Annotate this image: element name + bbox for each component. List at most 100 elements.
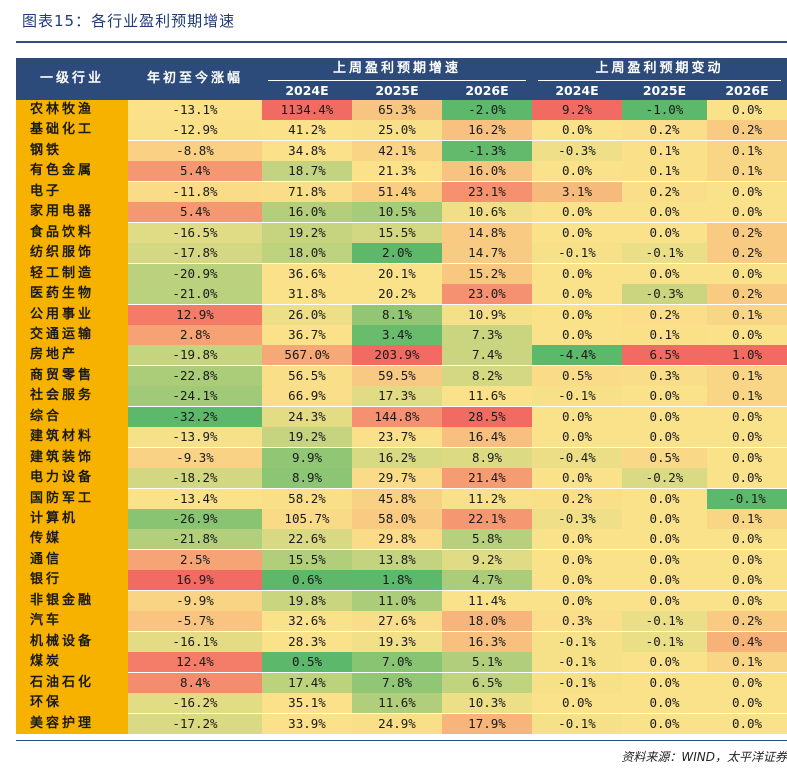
cell-industry: 通信 bbox=[30, 551, 63, 567]
table-row: 计算机 -26.9% 105.7% 58.0% 22.1% -0.3% 0.0% 0.1% bbox=[16, 509, 787, 529]
cell-industry: 石油石化 bbox=[30, 674, 95, 690]
cell-change-2024: -0.3% bbox=[532, 509, 622, 529]
header-growth-2024: 2024E bbox=[285, 83, 329, 98]
cell-ytd: -5.7% bbox=[128, 611, 262, 632]
table-row: 机械设备 -16.1% 28.3% 19.3% 16.3% -0.1% -0.1% 0.4% bbox=[16, 631, 787, 652]
cell-growth-2025: 20.1% bbox=[352, 263, 442, 284]
cell-change-2025: 0.3% bbox=[622, 365, 707, 386]
cell-industry: 有色金属 bbox=[30, 163, 95, 179]
cell-change-2024: 0.0% bbox=[532, 120, 622, 141]
cell-change-2026: 0.1% bbox=[707, 509, 787, 529]
cell-change-2024: 0.2% bbox=[532, 488, 622, 509]
table-row: 社会服务 -24.1% 66.9% 17.3% 11.6% -0.1% 0.0% 0.1% bbox=[16, 386, 787, 407]
cell-change-2026: 0.0% bbox=[707, 672, 787, 693]
cell-change-2026: 0.4% bbox=[707, 631, 787, 652]
cell-change-2024: 3.1% bbox=[532, 181, 622, 202]
table-row: 煤炭 12.4% 0.5% 7.0% 5.1% -0.1% 0.0% 0.1% bbox=[16, 652, 787, 673]
table-row: 汽车 -5.7% 32.6% 27.6% 18.0% 0.3% -0.1% 0.2% bbox=[16, 611, 787, 632]
cell-ytd: -18.2% bbox=[128, 468, 262, 489]
cell-change-2024: 0.5% bbox=[532, 365, 622, 386]
table-row: 农林牧渔 -13.1% 1134.4% 65.3% -2.0% 9.2% -1.0% 0.0% bbox=[16, 100, 787, 120]
cell-growth-2026: 14.7% bbox=[442, 243, 532, 264]
cell-change-2024: -0.4% bbox=[532, 447, 622, 468]
cell-change-2025: -0.1% bbox=[622, 631, 707, 652]
cell-industry: 基础化工 bbox=[30, 122, 95, 138]
cell-growth-2024: 105.7% bbox=[262, 509, 352, 529]
cell-growth-2026: -2.0% bbox=[442, 100, 532, 120]
table-row: 电力设备 -18.2% 8.9% 29.7% 21.4% 0.0% -0.2% 0.0% bbox=[16, 468, 787, 489]
cell-growth-2024: 19.2% bbox=[262, 222, 352, 243]
cell-change-2024: 0.0% bbox=[532, 693, 622, 714]
cell-growth-2025: 29.8% bbox=[352, 529, 442, 550]
cell-growth-2026: 23.0% bbox=[442, 284, 532, 305]
cell-change-2026: 0.1% bbox=[707, 386, 787, 407]
cell-growth-2026: 14.8% bbox=[442, 222, 532, 243]
cell-growth-2024: 18.0% bbox=[262, 243, 352, 264]
cell-change-2025: 0.0% bbox=[622, 386, 707, 407]
cell-growth-2026: 10.9% bbox=[442, 304, 532, 325]
header-ytd: 年初至今涨幅 bbox=[146, 71, 243, 86]
cell-growth-2026: 16.2% bbox=[442, 120, 532, 141]
cell-ytd: -16.1% bbox=[128, 631, 262, 652]
cell-change-2024: 0.0% bbox=[532, 549, 622, 570]
cell-change-2024: 0.3% bbox=[532, 611, 622, 632]
cell-ytd: -26.9% bbox=[128, 509, 262, 529]
cell-industry: 煤炭 bbox=[30, 654, 63, 670]
cell-industry: 美容护理 bbox=[30, 715, 95, 731]
cell-change-2026: -0.1% bbox=[707, 488, 787, 509]
cell-ytd: -24.1% bbox=[128, 386, 262, 407]
cell-growth-2024: 32.6% bbox=[262, 611, 352, 632]
cell-change-2026: 0.0% bbox=[707, 100, 787, 120]
cell-change-2025: -1.0% bbox=[622, 100, 707, 120]
cell-industry: 钢铁 bbox=[30, 142, 63, 158]
cell-ytd: -32.2% bbox=[128, 406, 262, 427]
cell-growth-2025: 203.9% bbox=[352, 345, 442, 366]
cell-change-2025: -0.2% bbox=[622, 468, 707, 489]
cell-change-2024: 0.0% bbox=[532, 427, 622, 448]
cell-ytd: -22.8% bbox=[128, 365, 262, 386]
cell-change-2025: 0.0% bbox=[622, 693, 707, 714]
cell-growth-2024: 9.9% bbox=[262, 447, 352, 468]
cell-change-2025: -0.1% bbox=[622, 611, 707, 632]
cell-ytd: -13.4% bbox=[128, 488, 262, 509]
cell-growth-2026: 9.2% bbox=[442, 549, 532, 570]
cell-growth-2024: 0.6% bbox=[262, 570, 352, 591]
cell-change-2025: 0.0% bbox=[622, 652, 707, 673]
header-change-2024: 2024E bbox=[555, 83, 599, 98]
cell-change-2026: 1.0% bbox=[707, 345, 787, 366]
cell-change-2026: 0.2% bbox=[707, 611, 787, 632]
cell-growth-2026: 7.3% bbox=[442, 324, 532, 345]
cell-change-2024: -4.4% bbox=[532, 345, 622, 366]
table-row: 建筑装饰 -9.3% 9.9% 16.2% 8.9% -0.4% 0.5% 0.0% bbox=[16, 447, 787, 468]
cell-industry: 轻工制造 bbox=[30, 265, 95, 281]
cell-ytd: 5.4% bbox=[128, 161, 262, 182]
cell-ytd: -17.2% bbox=[128, 713, 262, 734]
table-row: 医药生物 -21.0% 31.8% 20.2% 23.0% 0.0% -0.3% 0.2% bbox=[16, 284, 787, 305]
header-growth-group: 上周盈利预期增速 bbox=[332, 61, 461, 76]
cell-industry: 医药生物 bbox=[30, 286, 95, 302]
cell-growth-2024: 19.2% bbox=[262, 427, 352, 448]
cell-change-2024: 0.0% bbox=[532, 590, 622, 611]
cell-change-2026: 0.0% bbox=[707, 263, 787, 284]
cell-ytd: -9.9% bbox=[128, 590, 262, 611]
cell-ytd: -21.0% bbox=[128, 284, 262, 305]
cell-change-2025: 0.0% bbox=[622, 549, 707, 570]
cell-change-2026: 0.0% bbox=[707, 181, 787, 202]
cell-industry: 国防军工 bbox=[30, 490, 95, 506]
table-header bbox=[16, 58, 787, 100]
cell-growth-2024: 56.5% bbox=[262, 365, 352, 386]
cell-change-2026: 0.0% bbox=[707, 406, 787, 427]
cell-growth-2025: 29.7% bbox=[352, 468, 442, 489]
cell-change-2025: 0.0% bbox=[622, 590, 707, 611]
cell-change-2026: 0.0% bbox=[707, 590, 787, 611]
cell-growth-2025: 42.1% bbox=[352, 140, 442, 161]
cell-change-2026: 0.2% bbox=[707, 120, 787, 141]
cell-growth-2025: 45.8% bbox=[352, 488, 442, 509]
cell-ytd: -20.9% bbox=[128, 263, 262, 284]
cell-growth-2025: 20.2% bbox=[352, 284, 442, 305]
table-row: 建筑材料 -13.9% 19.2% 23.7% 16.4% 0.0% 0.0% 0.0% bbox=[16, 427, 787, 448]
cell-growth-2025: 58.0% bbox=[352, 509, 442, 529]
cell-ytd: -12.9% bbox=[128, 120, 262, 141]
cell-change-2024: 0.0% bbox=[532, 324, 622, 345]
cell-industry: 机械设备 bbox=[30, 633, 95, 649]
